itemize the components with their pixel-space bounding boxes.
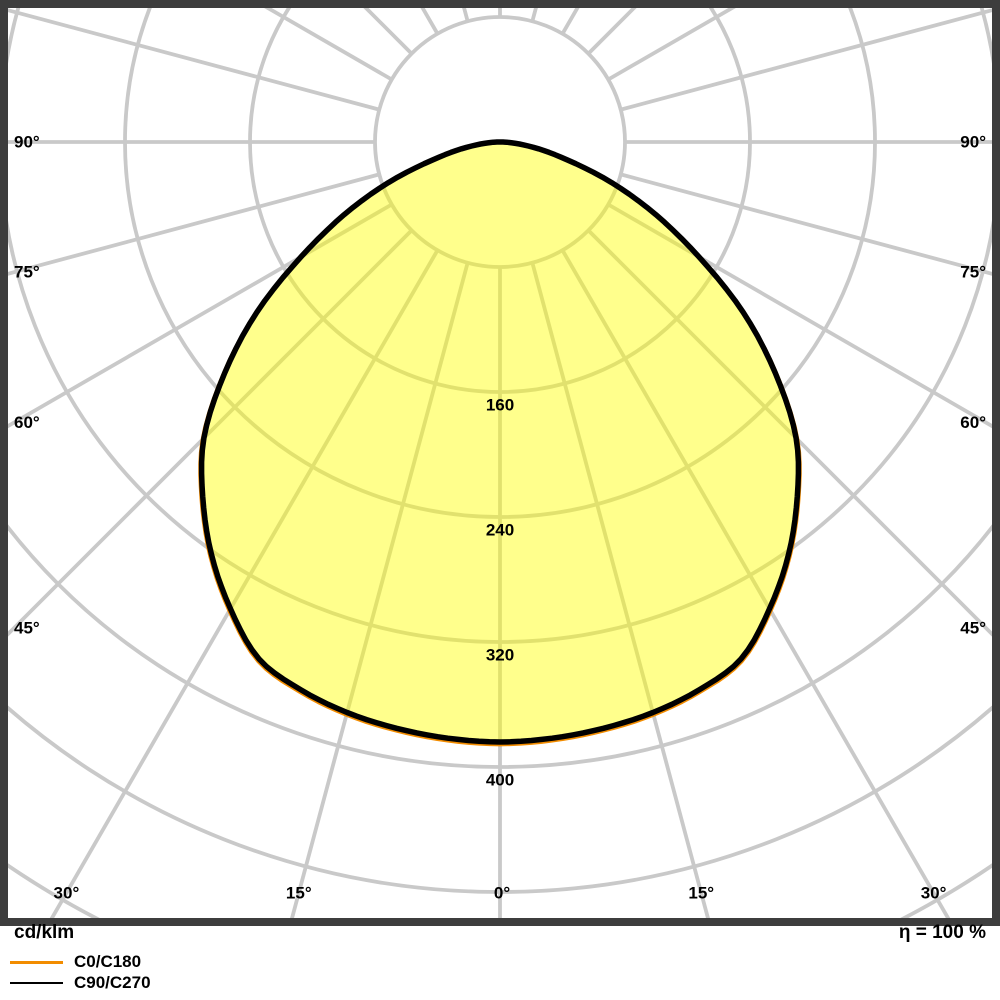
grid-spoke <box>8 202 393 429</box>
grid-spoke <box>49 249 440 918</box>
grid-spoke <box>587 229 992 637</box>
grid-spoke <box>560 249 951 918</box>
grid-spoke <box>607 202 992 429</box>
angle-label: 45° <box>960 619 986 638</box>
angle-label: 75° <box>14 263 40 282</box>
grid-spoke <box>8 8 380 112</box>
angle-label: 45° <box>14 619 40 638</box>
angle-label: 90° <box>960 133 986 152</box>
plot-frame <box>0 0 1000 926</box>
legend-item-c0: C0/C180 <box>10 952 142 971</box>
angle-label: 30° <box>54 884 80 903</box>
angle-label: 60° <box>960 413 986 432</box>
c90-c270-curve <box>198 139 802 745</box>
grid-spoke <box>530 262 710 918</box>
legend-label-c0: C0/C180 <box>74 952 142 971</box>
c90-line-swatch <box>10 981 63 985</box>
angle-label: 90° <box>14 133 40 152</box>
c0-line-swatch <box>10 960 63 964</box>
grid-spoke <box>8 229 413 637</box>
efficiency-value: η = 100 % <box>898 922 986 943</box>
photometric-polar-chart: 160 240 320 400 90° 90° 75° 75° 60° 60° 45° 45° 30° 3… <box>0 0 1000 926</box>
bottom-bar: cd/klm η = 100 % C0/C180 C90/C270 <box>0 922 1000 1000</box>
ring-label: 320 <box>486 646 514 665</box>
ring-label: 160 <box>486 396 514 415</box>
angle-label: 0° <box>494 884 510 903</box>
grid-spoke <box>620 8 992 112</box>
units-label: cd/klm <box>14 922 75 943</box>
angle-label: 30° <box>921 884 947 903</box>
legend-item-c90: C90/C270 <box>10 973 151 992</box>
angle-label: 75° <box>960 263 986 282</box>
plot-area: 160 240 320 400 <box>8 8 992 918</box>
legend-label-c90: C90/C270 <box>74 973 151 992</box>
angle-label: 15° <box>688 884 714 903</box>
grid-spoke <box>290 262 470 918</box>
angle-label: 15° <box>286 884 312 903</box>
ring-label: 400 <box>486 771 514 790</box>
grid-spoke <box>8 172 380 276</box>
grid-spoke <box>620 172 992 276</box>
ring-label: 240 <box>486 521 514 540</box>
angle-label: 60° <box>14 413 40 432</box>
